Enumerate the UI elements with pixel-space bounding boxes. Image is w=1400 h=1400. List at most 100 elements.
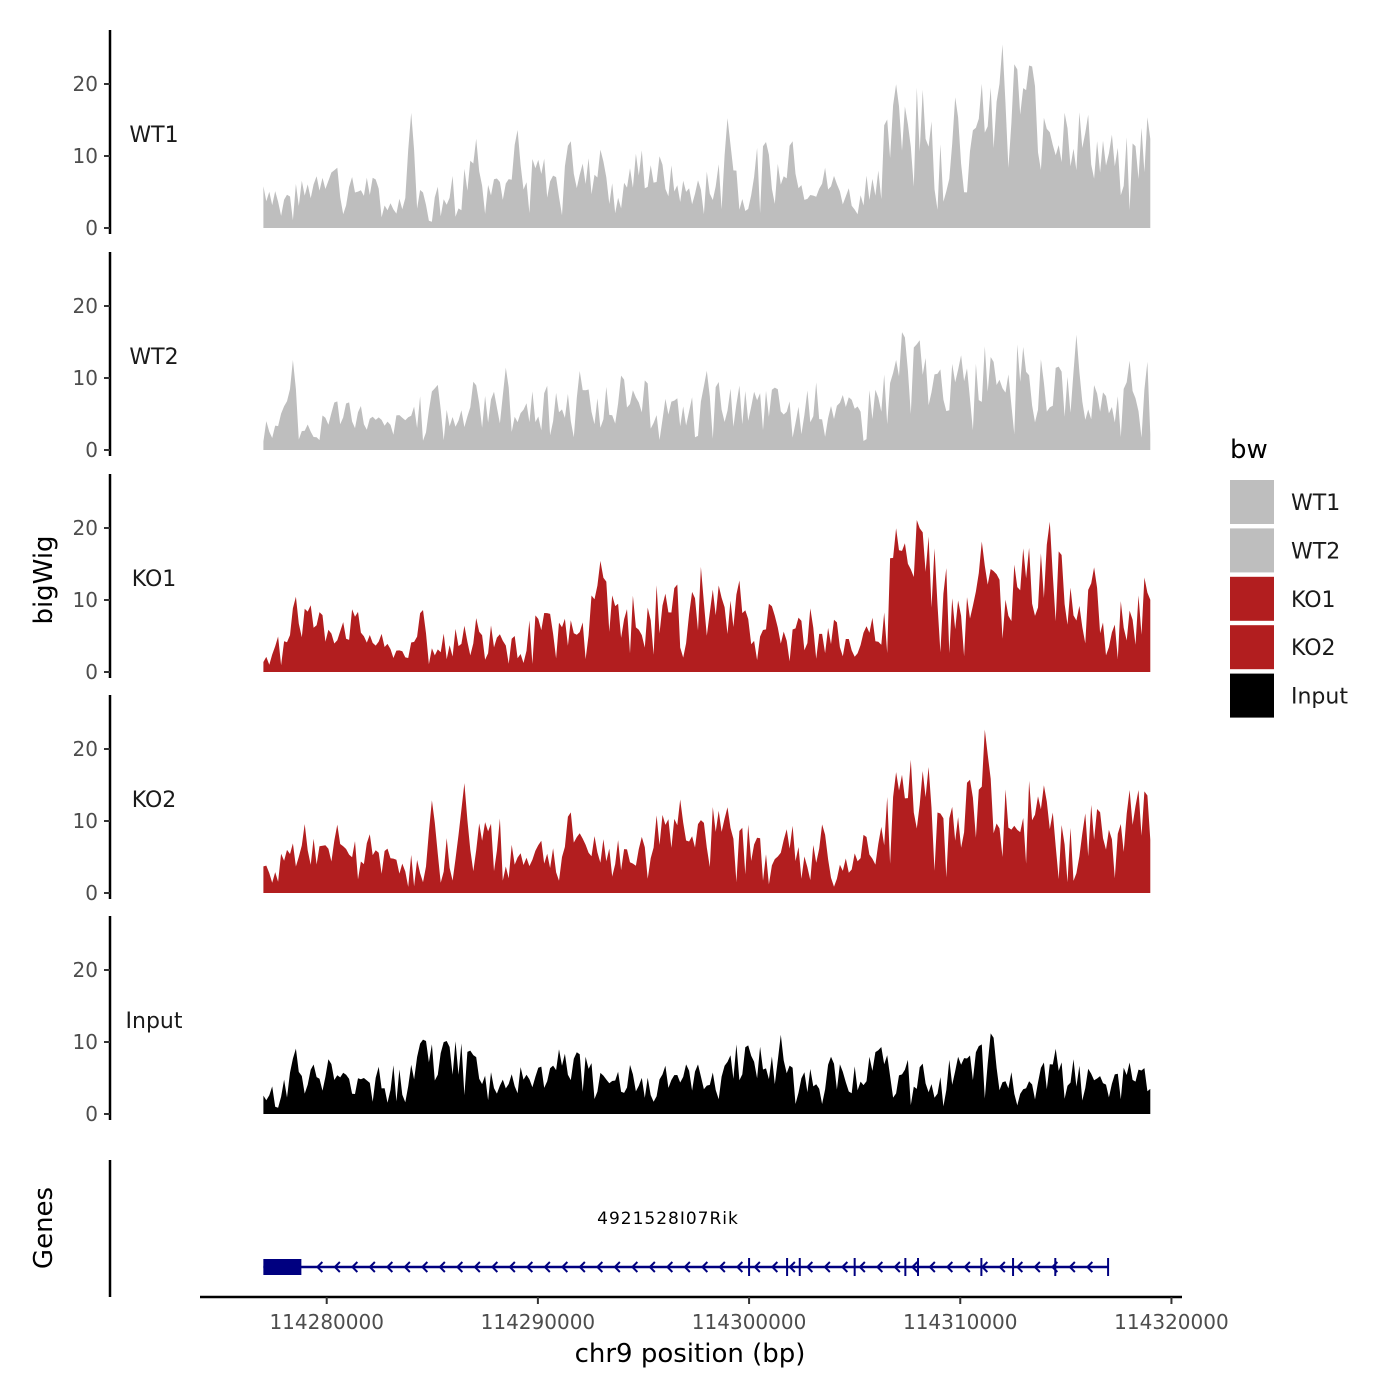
- legend-label-input: Input: [1291, 685, 1348, 710]
- track-ko2: 0 10 20 KO2: [73, 695, 1151, 905]
- gene-strand-arrow: [805, 1261, 814, 1273]
- track-wt1: 0 10 20 WT1: [73, 30, 1151, 240]
- y-tick-label: 10: [73, 588, 98, 612]
- legend-key-wt1: [1230, 480, 1274, 524]
- gene-strand-arrow: [1085, 1261, 1094, 1273]
- gene-strand-arrow: [473, 1261, 481, 1273]
- y-tick-label: 10: [73, 1030, 98, 1054]
- x-tick-label: 114320000: [1114, 1310, 1229, 1334]
- track-label: KO2: [132, 788, 177, 813]
- gene-strand-arrow: [543, 1261, 551, 1273]
- gene-strand-arrow: [403, 1261, 411, 1273]
- gene-strand-arrow: [1033, 1261, 1041, 1273]
- gene-strand-arrow: [980, 1261, 989, 1273]
- legend-label-ko2: KO2: [1291, 636, 1336, 661]
- gene-strand-arrow: [998, 1261, 1006, 1273]
- gene-strand-arrow: [928, 1261, 936, 1273]
- legend-label-wt1: WT1: [1291, 491, 1340, 516]
- signal-area-wt2: [263, 332, 1151, 450]
- gene-strand-arrow: [508, 1261, 516, 1273]
- genes-axis-title: Genes: [29, 1187, 59, 1269]
- legend: WT1 WT2 KO1 KO2 Input: [1230, 480, 1348, 718]
- gene-name-label: 4921528I07Rik: [597, 1209, 739, 1229]
- legend-key-ko1: [1230, 576, 1274, 621]
- signal-area-ko2: [263, 729, 1151, 893]
- y-tick-label: 0: [85, 881, 98, 905]
- gene-track: [108, 1160, 1110, 1297]
- gene-strand-arrow: [560, 1261, 569, 1273]
- gene-strand-arrow: [718, 1261, 726, 1273]
- track-label: WT2: [129, 345, 178, 370]
- gene-strand-arrow: [1050, 1261, 1059, 1273]
- y-tick-label: 20: [73, 72, 98, 96]
- gene-strand-arrow: [875, 1261, 884, 1273]
- gene-strand-arrow: [630, 1261, 639, 1273]
- x-tick-label: 114290000: [481, 1310, 596, 1334]
- gene-strand-arrow: [455, 1261, 464, 1273]
- y-tick-label: 0: [85, 660, 98, 684]
- gene-strand-arrow: [368, 1261, 376, 1273]
- bigwig-tracks: 0 10 20 WT1 0 10 20 WT2 0 10 20 KO1 0 10 20 KO2 0 10 20 Inp…: [73, 30, 1151, 1126]
- legend-label-ko1: KO1: [1291, 588, 1336, 613]
- gene-strand-arrow: [315, 1261, 324, 1273]
- track-label: WT1: [129, 123, 178, 148]
- y-tick-label: 0: [85, 1102, 98, 1126]
- gene-strand-arrow: [788, 1261, 796, 1273]
- gene-strand-arrow: [665, 1261, 674, 1273]
- gene-strand-arrow: [420, 1261, 429, 1273]
- gene-strand-arrow: [525, 1261, 534, 1273]
- gene-exon-block: [263, 1259, 302, 1275]
- x-axis: 114280000 114290000 114300000 114310000 1143…: [200, 1295, 1229, 1334]
- legend-key-input: [1230, 673, 1274, 718]
- y-tick-label: 10: [73, 809, 98, 833]
- gene-strand-arrow: [333, 1261, 341, 1273]
- gene-strand-arrow: [613, 1261, 621, 1273]
- gene-strand-arrow: [700, 1261, 709, 1273]
- track-label: KO1: [132, 567, 177, 592]
- gene-strand-arrow: [945, 1261, 954, 1273]
- gene-strand-arrow: [735, 1261, 744, 1273]
- x-axis-title: chr9 position (bp): [575, 1339, 806, 1369]
- gene-strand-arrow: [753, 1261, 761, 1273]
- gene-strand-arrow: [823, 1261, 831, 1273]
- y-tick-label: 20: [73, 294, 98, 318]
- y-tick-label: 10: [73, 366, 98, 390]
- y-tick-label: 10: [73, 144, 98, 168]
- legend-title: bw: [1230, 435, 1268, 465]
- x-tick-label: 114310000: [903, 1310, 1018, 1334]
- gene-strand-arrow: [385, 1261, 394, 1273]
- legend-label-wt2: WT2: [1291, 539, 1340, 564]
- y-tick-label: 20: [73, 958, 98, 982]
- gene-strand-arrow: [595, 1261, 604, 1273]
- gene-strand-arrow: [1015, 1261, 1024, 1273]
- gene-strand-arrow: [963, 1261, 971, 1273]
- signal-area-ko1: [263, 520, 1151, 672]
- gene-strand-arrow: [683, 1261, 691, 1273]
- legend-key-wt2: [1230, 528, 1274, 573]
- track-label: Input: [126, 1009, 183, 1034]
- y-tick-label: 20: [73, 737, 98, 761]
- gene-strand-arrow: [1068, 1261, 1076, 1273]
- y-tick-label: 0: [85, 216, 98, 240]
- gene-strand-arrow: [438, 1261, 446, 1273]
- gene-strand-arrow: [858, 1261, 866, 1273]
- y-axis-title: bigWig: [29, 535, 59, 624]
- track-wt2: 0 10 20 WT2: [73, 252, 1151, 462]
- track-input: 0 10 20 Input: [73, 916, 1151, 1126]
- signal-area-wt1: [263, 44, 1151, 229]
- y-tick-label: 0: [85, 438, 98, 462]
- track-ko1: 0 10 20 KO1: [73, 474, 1151, 684]
- gene-strand-arrow: [910, 1261, 919, 1273]
- x-tick-label: 114280000: [269, 1310, 384, 1334]
- gene-strand-arrow: [770, 1261, 779, 1273]
- gene-strand-arrow: [840, 1261, 849, 1273]
- gene-strand-arrow: [490, 1261, 499, 1273]
- x-tick-label: 114300000: [692, 1310, 807, 1334]
- signal-area-input: [263, 1033, 1151, 1114]
- gene-strand-arrow: [578, 1261, 586, 1273]
- y-tick-label: 20: [73, 516, 98, 540]
- gene-strand-arrow: [648, 1261, 656, 1273]
- gene-strand-arrow: [893, 1261, 901, 1273]
- gene-strand-arrow: [350, 1261, 359, 1273]
